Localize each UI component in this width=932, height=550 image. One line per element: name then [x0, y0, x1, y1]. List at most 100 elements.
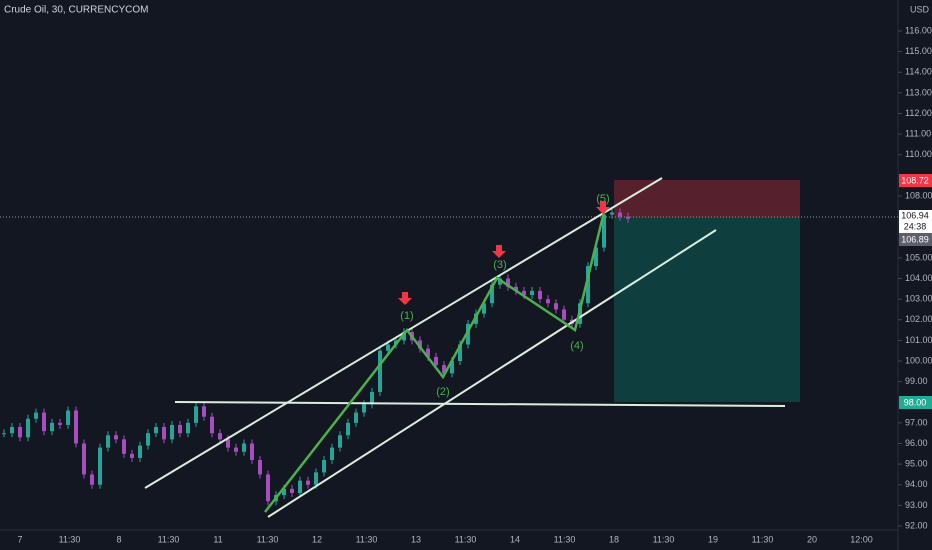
- candle: [138, 445, 142, 458]
- price-label: 93.00: [905, 500, 928, 510]
- time-label: 11:30: [455, 534, 477, 544]
- price-tag: [899, 210, 932, 234]
- wave-path: [264, 207, 607, 513]
- wave-label: (3): [493, 259, 506, 271]
- price-label: 112.00: [905, 108, 932, 118]
- candle: [450, 361, 454, 374]
- candle: [186, 422, 190, 434]
- candle: [362, 404, 366, 413]
- candle: [154, 427, 158, 434]
- candle: [234, 447, 238, 452]
- support-line: [174, 401, 786, 407]
- time-label: 11: [213, 534, 222, 544]
- price-label: 114.00: [905, 67, 932, 77]
- candle: [106, 435, 110, 448]
- candle: [298, 480, 302, 493]
- candle: [194, 406, 198, 423]
- candle: [290, 488, 294, 493]
- candle: [226, 439, 230, 448]
- candle: [490, 284, 494, 304]
- candle: [418, 340, 422, 349]
- candle: [554, 303, 558, 310]
- time-label: 13: [411, 534, 421, 544]
- time-label: 18: [609, 534, 619, 544]
- stop-zone: [614, 180, 800, 217]
- time-label: 20: [807, 534, 817, 544]
- candle: [514, 286, 518, 291]
- price-label: 108.00: [905, 190, 932, 200]
- wave-label: (1): [400, 310, 413, 322]
- candle: [530, 290, 534, 295]
- down-arrow: [398, 292, 412, 305]
- candle: [602, 214, 606, 248]
- time-label: 11:30: [356, 534, 378, 544]
- wave-label: (4): [570, 340, 583, 352]
- time-label: 11:30: [59, 534, 81, 544]
- price-label: 113.00: [905, 87, 932, 97]
- candle: [42, 412, 46, 432]
- wave-label: (5): [596, 193, 609, 205]
- price-label: 96.00: [905, 438, 928, 448]
- candle: [314, 472, 318, 485]
- price-label: 116.00: [905, 25, 932, 35]
- price-label: 100.00: [905, 355, 932, 365]
- price-label: 92.00: [905, 520, 928, 530]
- candle: [506, 278, 510, 287]
- candle: [546, 299, 550, 304]
- price-label: 99.00: [905, 376, 928, 386]
- price-label: 101.00: [905, 335, 932, 345]
- time-label: 12:00: [850, 534, 873, 544]
- candle: [258, 460, 262, 475]
- candle: [266, 474, 270, 502]
- candle: [74, 410, 78, 444]
- candle: [242, 443, 246, 452]
- candle: [434, 356, 438, 366]
- candle: [162, 427, 166, 440]
- candle: [354, 412, 358, 423]
- candle: [538, 290, 542, 300]
- time-label: 11:30: [257, 534, 279, 544]
- price-tag: [899, 233, 932, 246]
- candle: [82, 443, 86, 475]
- price-tag-label: 108.72: [901, 175, 929, 185]
- candle: [402, 332, 406, 341]
- candle: [34, 412, 38, 419]
- price-label: 97.00: [905, 417, 928, 427]
- candle: [458, 344, 462, 361]
- candle: [306, 480, 310, 485]
- candle: [90, 474, 94, 485]
- currency[interactable]: USD: [910, 4, 930, 14]
- candle: [58, 422, 62, 425]
- candle: [122, 439, 126, 454]
- price-tag-label: 106.94: [901, 210, 929, 220]
- candle: [426, 348, 430, 357]
- candle: [202, 406, 206, 417]
- candle: [130, 453, 134, 458]
- candle: [618, 212, 622, 217]
- price-label: 103.00: [905, 294, 932, 304]
- price-label: 111.00: [905, 129, 931, 139]
- candle: [50, 422, 54, 432]
- price-label: 115.00: [905, 46, 932, 56]
- candle: [322, 460, 326, 473]
- candle: [626, 216, 630, 219]
- price-label: 110.00: [905, 149, 932, 159]
- down-arrow: [596, 201, 610, 214]
- candle: [562, 309, 566, 320]
- price-tag-label: 106.89: [901, 234, 929, 244]
- candle: [442, 365, 446, 374]
- candle: [330, 447, 334, 460]
- time-label: 14: [510, 534, 520, 544]
- price-tag: [899, 174, 932, 187]
- time-label: 11:30: [653, 534, 675, 544]
- time-label: 19: [708, 534, 718, 544]
- price-tag-label: 98.00: [904, 397, 927, 407]
- candle: [386, 344, 390, 351]
- countdown: 24:38: [904, 221, 927, 231]
- candle: [586, 266, 590, 304]
- time-label: 12: [312, 534, 322, 544]
- price-tag: [899, 396, 932, 409]
- candle: [522, 290, 526, 295]
- candle: [610, 212, 614, 215]
